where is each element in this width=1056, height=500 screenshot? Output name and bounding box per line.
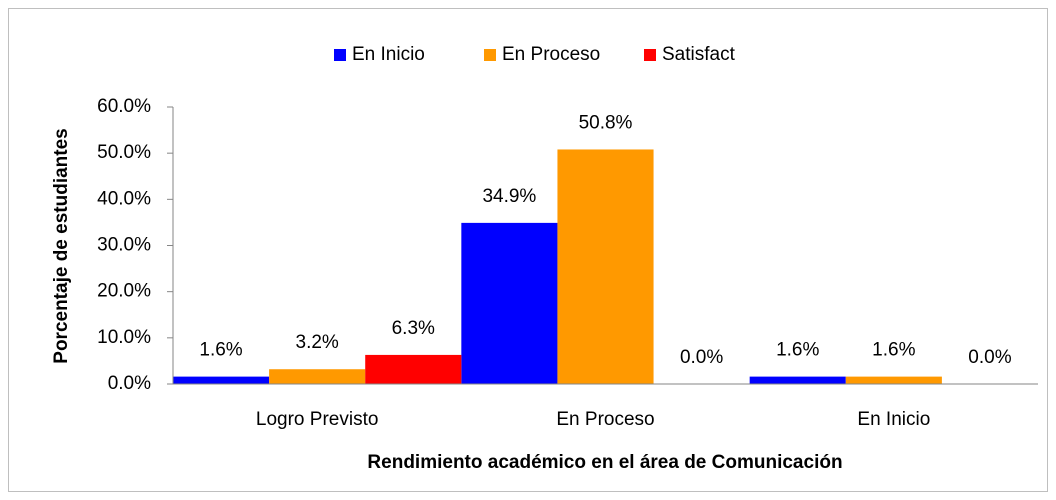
x-tick-label: En Proceso	[556, 409, 654, 430]
bar	[461, 222, 558, 384]
legend-swatch	[334, 49, 346, 61]
bar	[173, 376, 270, 384]
data-label: 1.6%	[776, 340, 819, 361]
data-label: 0.0%	[680, 347, 723, 368]
y-axis-title: Porcentaje de estudiantes	[51, 128, 72, 363]
bar	[749, 376, 846, 384]
data-label: 1.6%	[872, 340, 915, 361]
y-tick-label: 10.0%	[97, 327, 151, 348]
y-tick-label: 20.0%	[97, 281, 151, 302]
legend-swatch	[484, 49, 496, 61]
bar	[557, 149, 654, 384]
y-tick-label: 30.0%	[97, 235, 151, 256]
bar	[269, 369, 366, 384]
y-tick-label: 60.0%	[97, 96, 151, 117]
bar	[365, 354, 462, 384]
y-tick-label: 40.0%	[97, 188, 151, 209]
legend-label: En Proceso	[502, 44, 600, 65]
data-label: 6.3%	[392, 318, 435, 339]
legend-label: En Inicio	[352, 44, 425, 65]
x-axis-title: Rendimiento académico en el área de Comu…	[367, 452, 842, 473]
data-label: 0.0%	[968, 347, 1011, 368]
data-label: 3.2%	[296, 332, 339, 353]
legend-swatch	[644, 49, 656, 61]
data-label: 34.9%	[482, 186, 536, 207]
y-tick-label: 50.0%	[97, 142, 151, 163]
data-label: 50.8%	[579, 112, 633, 133]
x-tick-label: En Inicio	[857, 409, 930, 430]
y-tick-label: 0.0%	[108, 373, 151, 394]
legend-label: Satisfact	[662, 44, 736, 65]
x-tick-label: Logro Previsto	[256, 409, 379, 430]
data-label: 1.6%	[199, 340, 242, 361]
bar	[845, 376, 942, 384]
